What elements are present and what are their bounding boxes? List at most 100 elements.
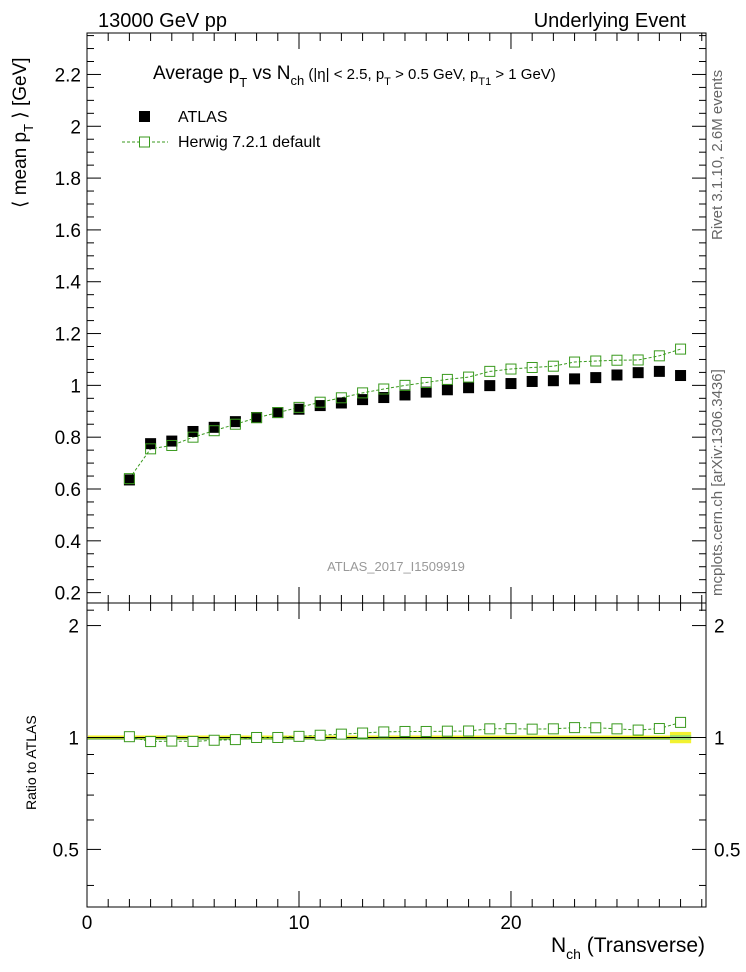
ratio-herwig-point [611,723,623,735]
ratio-frame [86,602,707,908]
main-ytick-label: 0.4 [55,532,82,553]
herwig-point [526,361,538,373]
herwig-point [547,360,559,372]
beam-label: 13000 GeV pp [98,10,227,32]
atlas-point [484,380,496,392]
ratio-herwig-point [547,723,559,735]
herwig-point [484,365,496,377]
ratio-ytick-label: 2 [68,617,79,638]
main-ytick-label: 0.2 [55,584,81,605]
ratio-ytick-label-right: 0.5 [714,840,740,861]
herwig-point [378,383,390,395]
y-axis-label: ⟨ mean pT ⟩ [GeV] [10,57,36,208]
legend-mc-label: Herwig 7.2.1 default [178,134,321,151]
atlas-point [653,365,665,377]
rivet-label: Rivet 3.1.10, 2.6M events [709,70,726,240]
herwig-point [420,377,432,389]
atlas-point [675,370,687,382]
atlas-point [293,403,305,415]
ratio-panel: 0.5 0.5 1 1 2 2 Ratio to ATLAS [23,602,740,908]
x-axis-label: Nch (Transverse) [551,934,705,962]
atlas-point [208,421,220,433]
main-ytick-label: 0.6 [55,480,81,501]
ratio-herwig-point [675,716,687,728]
atlas-point [505,378,517,390]
ratio-herwig-point [314,729,326,741]
herwig-point [229,418,241,430]
atlas-point [463,382,475,394]
ratio-herwig-point [526,723,538,735]
main-ticks: 0.2 0.4 0.6 0.8 1 1.2 1.4 1.6 1.8 2 2.2 [55,33,706,605]
atlas-point [399,389,411,401]
atlas-point [547,375,559,387]
legend-atlas-marker [139,111,150,122]
ratio-herwig-point [441,725,453,737]
herwig-point [272,407,284,419]
main-ytick-label: 1.4 [55,273,82,294]
herwig-point [399,379,411,391]
ratio-ytick-label: 1 [68,728,79,749]
herwig-line [128,348,681,479]
ratio-herwig-point [293,730,305,742]
ratio-herwig-point [632,724,644,736]
ratio-herwig-point [123,731,135,743]
analysis-id: ATLAS_2017_I1509919 [327,559,465,574]
herwig-point [187,431,199,443]
herwig-point [251,412,263,424]
herwig-point [441,373,453,385]
ratio-herwig-point [420,725,432,737]
x-tick-label: 0 [82,913,93,934]
main-ytick-label: 0.8 [55,428,81,449]
ratio-herwig-point [484,723,496,735]
atlas-point [632,367,644,379]
herwig-point [611,354,623,366]
main-ytick-label: 1.8 [55,169,81,190]
herwig-point [569,356,581,368]
main-ytick-label: 1.6 [55,221,81,242]
atlas-point [272,407,284,419]
herwig-point [632,354,644,366]
ratio-herwig-point [505,723,517,735]
atlas-point [251,411,263,423]
ratio-y-axis-label: Ratio to ATLAS [23,715,39,810]
legend: ATLAS Herwig 7.2.1 default [122,109,321,151]
herwig-point [166,439,178,451]
ratio-ticks: 0.5 0.5 1 1 2 2 [53,603,740,907]
ratio-herwig-point [463,725,475,737]
atlas-point [441,384,453,396]
legend-atlas-label: ATLAS [178,109,228,126]
main-ytick-label: 1 [70,376,81,397]
x-tick-labels: 0 10 20 [82,913,522,934]
legend-mc-marker [139,136,150,148]
herwig-point [314,396,326,408]
ratio-herwig-point [166,735,178,747]
x-tick-label: 10 [288,913,309,934]
atlas-point [378,392,390,404]
herwig-point [675,343,687,355]
ratio-herwig-point [335,728,347,740]
herwig-point [463,371,475,383]
atlas-point [187,425,199,437]
ratio-herwig-point [569,722,581,734]
ratio-herwig-point [357,727,369,739]
ratio-herwig-point [272,731,284,743]
main-marks [123,343,687,486]
atlas-point [590,372,602,384]
ratio-herwig-point [399,725,411,737]
ratio-herwig-point [590,722,602,734]
main-ytick-label: 2.2 [55,65,81,86]
herwig-point [335,392,347,404]
herwig-point [590,355,602,367]
atlas-point [357,394,369,406]
atlas-point [314,400,326,412]
herwig-point [145,443,157,455]
atlas-point [526,375,538,387]
atlas-point [611,369,623,381]
ratio-herwig-point [229,734,241,746]
mcplots-label: mcplots.cern.ch [arXiv:1306.3436] [709,369,726,596]
herwig-point [208,425,220,437]
main-panel: 0.2 0.4 0.6 0.8 1 1.2 1.4 1.6 1.8 2 2.2 Average pT… [10,32,707,605]
atlas-point [123,474,135,486]
ratio-herwig-point [145,736,157,748]
